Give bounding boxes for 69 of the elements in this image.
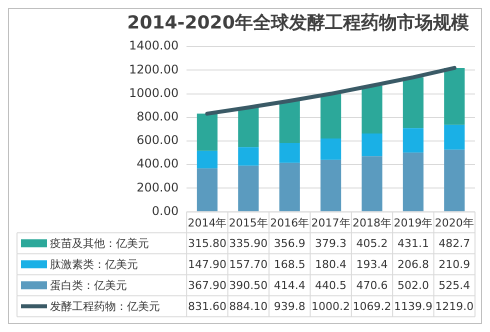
data-label: 470.6 [356, 279, 388, 292]
data-label: 405.2 [356, 237, 388, 250]
data-label: 1139.9 [394, 300, 432, 314]
bar [444, 124, 465, 150]
data-label: 335.90 [229, 237, 268, 250]
x-tick-label: 2019年 [394, 216, 433, 230]
bar [444, 150, 465, 212]
y-tick-label: 0.00 [152, 204, 179, 218]
legend-label: 疫苗及其他：亿美元 [50, 237, 149, 250]
data-label: 482.7 [438, 237, 470, 250]
bar [362, 86, 382, 134]
data-label: 525.4 [438, 279, 470, 292]
data-label: 206.8 [397, 258, 429, 272]
data-label: 414.4 [274, 279, 306, 292]
data-label: 884.10 [229, 300, 268, 314]
bar [402, 77, 424, 128]
bar [279, 143, 300, 163]
bar [279, 100, 300, 144]
bar [320, 160, 342, 212]
data-label: 831.60 [188, 300, 226, 314]
bar [402, 128, 424, 153]
data-label: 147.90 [188, 258, 226, 272]
x-tick-label: 2014年 [188, 216, 227, 230]
bar [238, 147, 259, 166]
legend-label: 蛋白类：亿美元 [50, 279, 127, 292]
x-tick-label: 2016年 [270, 216, 310, 230]
x-tick-label: 2018年 [352, 216, 392, 230]
data-label: 356.9 [274, 237, 306, 250]
data-label: 193.4 [356, 258, 388, 272]
bar [238, 107, 259, 148]
data-label: 939.8 [274, 300, 306, 314]
data-label: 367.90 [188, 279, 226, 292]
bar [196, 114, 218, 151]
y-tick-label: 1200.00 [129, 62, 179, 76]
bar [196, 168, 218, 212]
bar [362, 156, 382, 212]
y-tick-label: 1400.00 [129, 38, 179, 53]
data-label: 379.3 [315, 237, 347, 250]
bar [279, 162, 300, 212]
data-label: 157.70 [229, 258, 268, 272]
legend-label: 发酵工程药物：亿美元 [50, 300, 160, 314]
x-tick-label: 2017年 [311, 216, 350, 230]
bar [362, 133, 382, 156]
legend-label: 肽激素类：亿美元 [50, 258, 138, 272]
y-tick-label: 400.00 [136, 156, 179, 171]
bar [444, 68, 465, 125]
data-label: 1000.2 [312, 300, 350, 314]
data-label: 502.0 [397, 279, 429, 292]
x-tick-label: 2020年 [434, 216, 474, 230]
y-tick-label: 600.00 [136, 133, 179, 148]
data-label: 210.9 [438, 258, 470, 272]
data-label: 315.80 [188, 237, 226, 250]
bar [238, 166, 259, 212]
data-label: 168.5 [274, 258, 306, 272]
bar [320, 138, 342, 160]
bar [196, 150, 218, 168]
data-label: 431.1 [397, 237, 429, 250]
data-label: 180.4 [315, 258, 347, 272]
data-label: 440.5 [315, 279, 347, 292]
bar [402, 152, 424, 212]
y-tick-label: 1000.00 [129, 86, 179, 100]
y-tick-label: 200.00 [136, 180, 179, 194]
chart-title: 2014-2020年全球发酵工程药物市场规模 [127, 12, 469, 34]
data-label: 390.50 [229, 279, 268, 292]
x-tick-label: 2015年 [228, 216, 268, 230]
data-label: 1069.2 [352, 300, 392, 314]
data-label: 1219.0 [435, 300, 474, 314]
bar [320, 94, 342, 139]
y-tick-label: 800.00 [136, 110, 179, 124]
